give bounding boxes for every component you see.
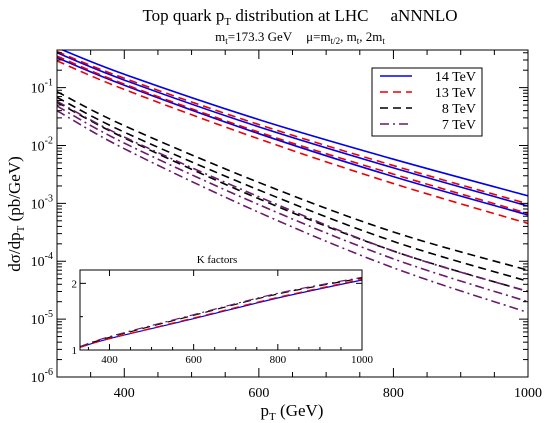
inset-y-tick-label-2: 2 (72, 278, 78, 290)
legend-label-8-tev: 8 TeV (442, 102, 476, 117)
series-line-7-tev-10 (57, 105, 528, 303)
series-line-13-tev-5 (57, 60, 528, 225)
inset-title: K factors (197, 254, 238, 266)
inset-x-tick-label-600: 600 (185, 354, 202, 366)
y-tick-label-1e-6: 10-6 (31, 367, 53, 386)
inset-line-13-tev (79, 278, 363, 348)
inset-x-tick-label-800: 800 (270, 354, 287, 366)
chart-title: Top quark pT distribution at LHC aNNNLO (142, 6, 457, 28)
legend-label-13-tev: 13 TeV (435, 86, 476, 101)
inset-line-14-tev (79, 279, 363, 348)
series-line-13-tev-4 (57, 55, 528, 215)
x-tick-label-400: 400 (114, 386, 135, 401)
inset-x-tick-label-400: 400 (101, 354, 118, 366)
inset-line-8-tev (79, 277, 363, 348)
inset-line-7-tev (79, 276, 363, 348)
series-line-8-tev-6 (57, 90, 528, 271)
inset-frame (79, 269, 363, 351)
legend-box (371, 67, 483, 137)
legend-label-7-tev: 7 TeV (442, 118, 476, 133)
inset-background (80, 270, 362, 350)
series-line-7-tev-11 (57, 109, 528, 314)
series-line-14-tev-0 (60, 50, 528, 197)
inset-y-tick-label-1: 1 (72, 345, 78, 357)
x-tick-label-1000: 1000 (514, 386, 542, 401)
inset-x-tick-label-1000: 1000 (351, 354, 374, 366)
y-axis-label: dσ/dpT (pb/GeV) (5, 156, 27, 272)
y-tick-label-1e-1: 10-1 (31, 78, 53, 97)
x-tick-label-600: 600 (248, 386, 269, 401)
x-tick-label-800: 800 (383, 386, 404, 401)
legend-label-14-tev: 14 TeV (435, 70, 476, 85)
inset-chart: K factors 400 600 800 1000 1 2 (72, 254, 374, 366)
series-line-8-tev-7 (57, 96, 528, 283)
y-tick-label-1e-3: 10-3 (31, 193, 53, 212)
y-tick-label-1e-4: 10-4 (31, 251, 53, 270)
x-axis-label: pT (GeV) (261, 401, 324, 423)
main-series-group (57, 50, 528, 314)
series-line-7-tev-9 (57, 100, 528, 293)
chart-subtitle: mt=173.3 GeV μ=mt/2, mt, 2mt (215, 29, 385, 46)
y-tick-label-1e-5: 10-5 (31, 309, 53, 328)
series-line-14-tev-2 (57, 56, 528, 216)
series-line-13-tev-3 (57, 50, 528, 205)
y-tick-label-1e-2: 10-2 (31, 135, 53, 154)
series-line-14-tev-1 (57, 52, 528, 207)
